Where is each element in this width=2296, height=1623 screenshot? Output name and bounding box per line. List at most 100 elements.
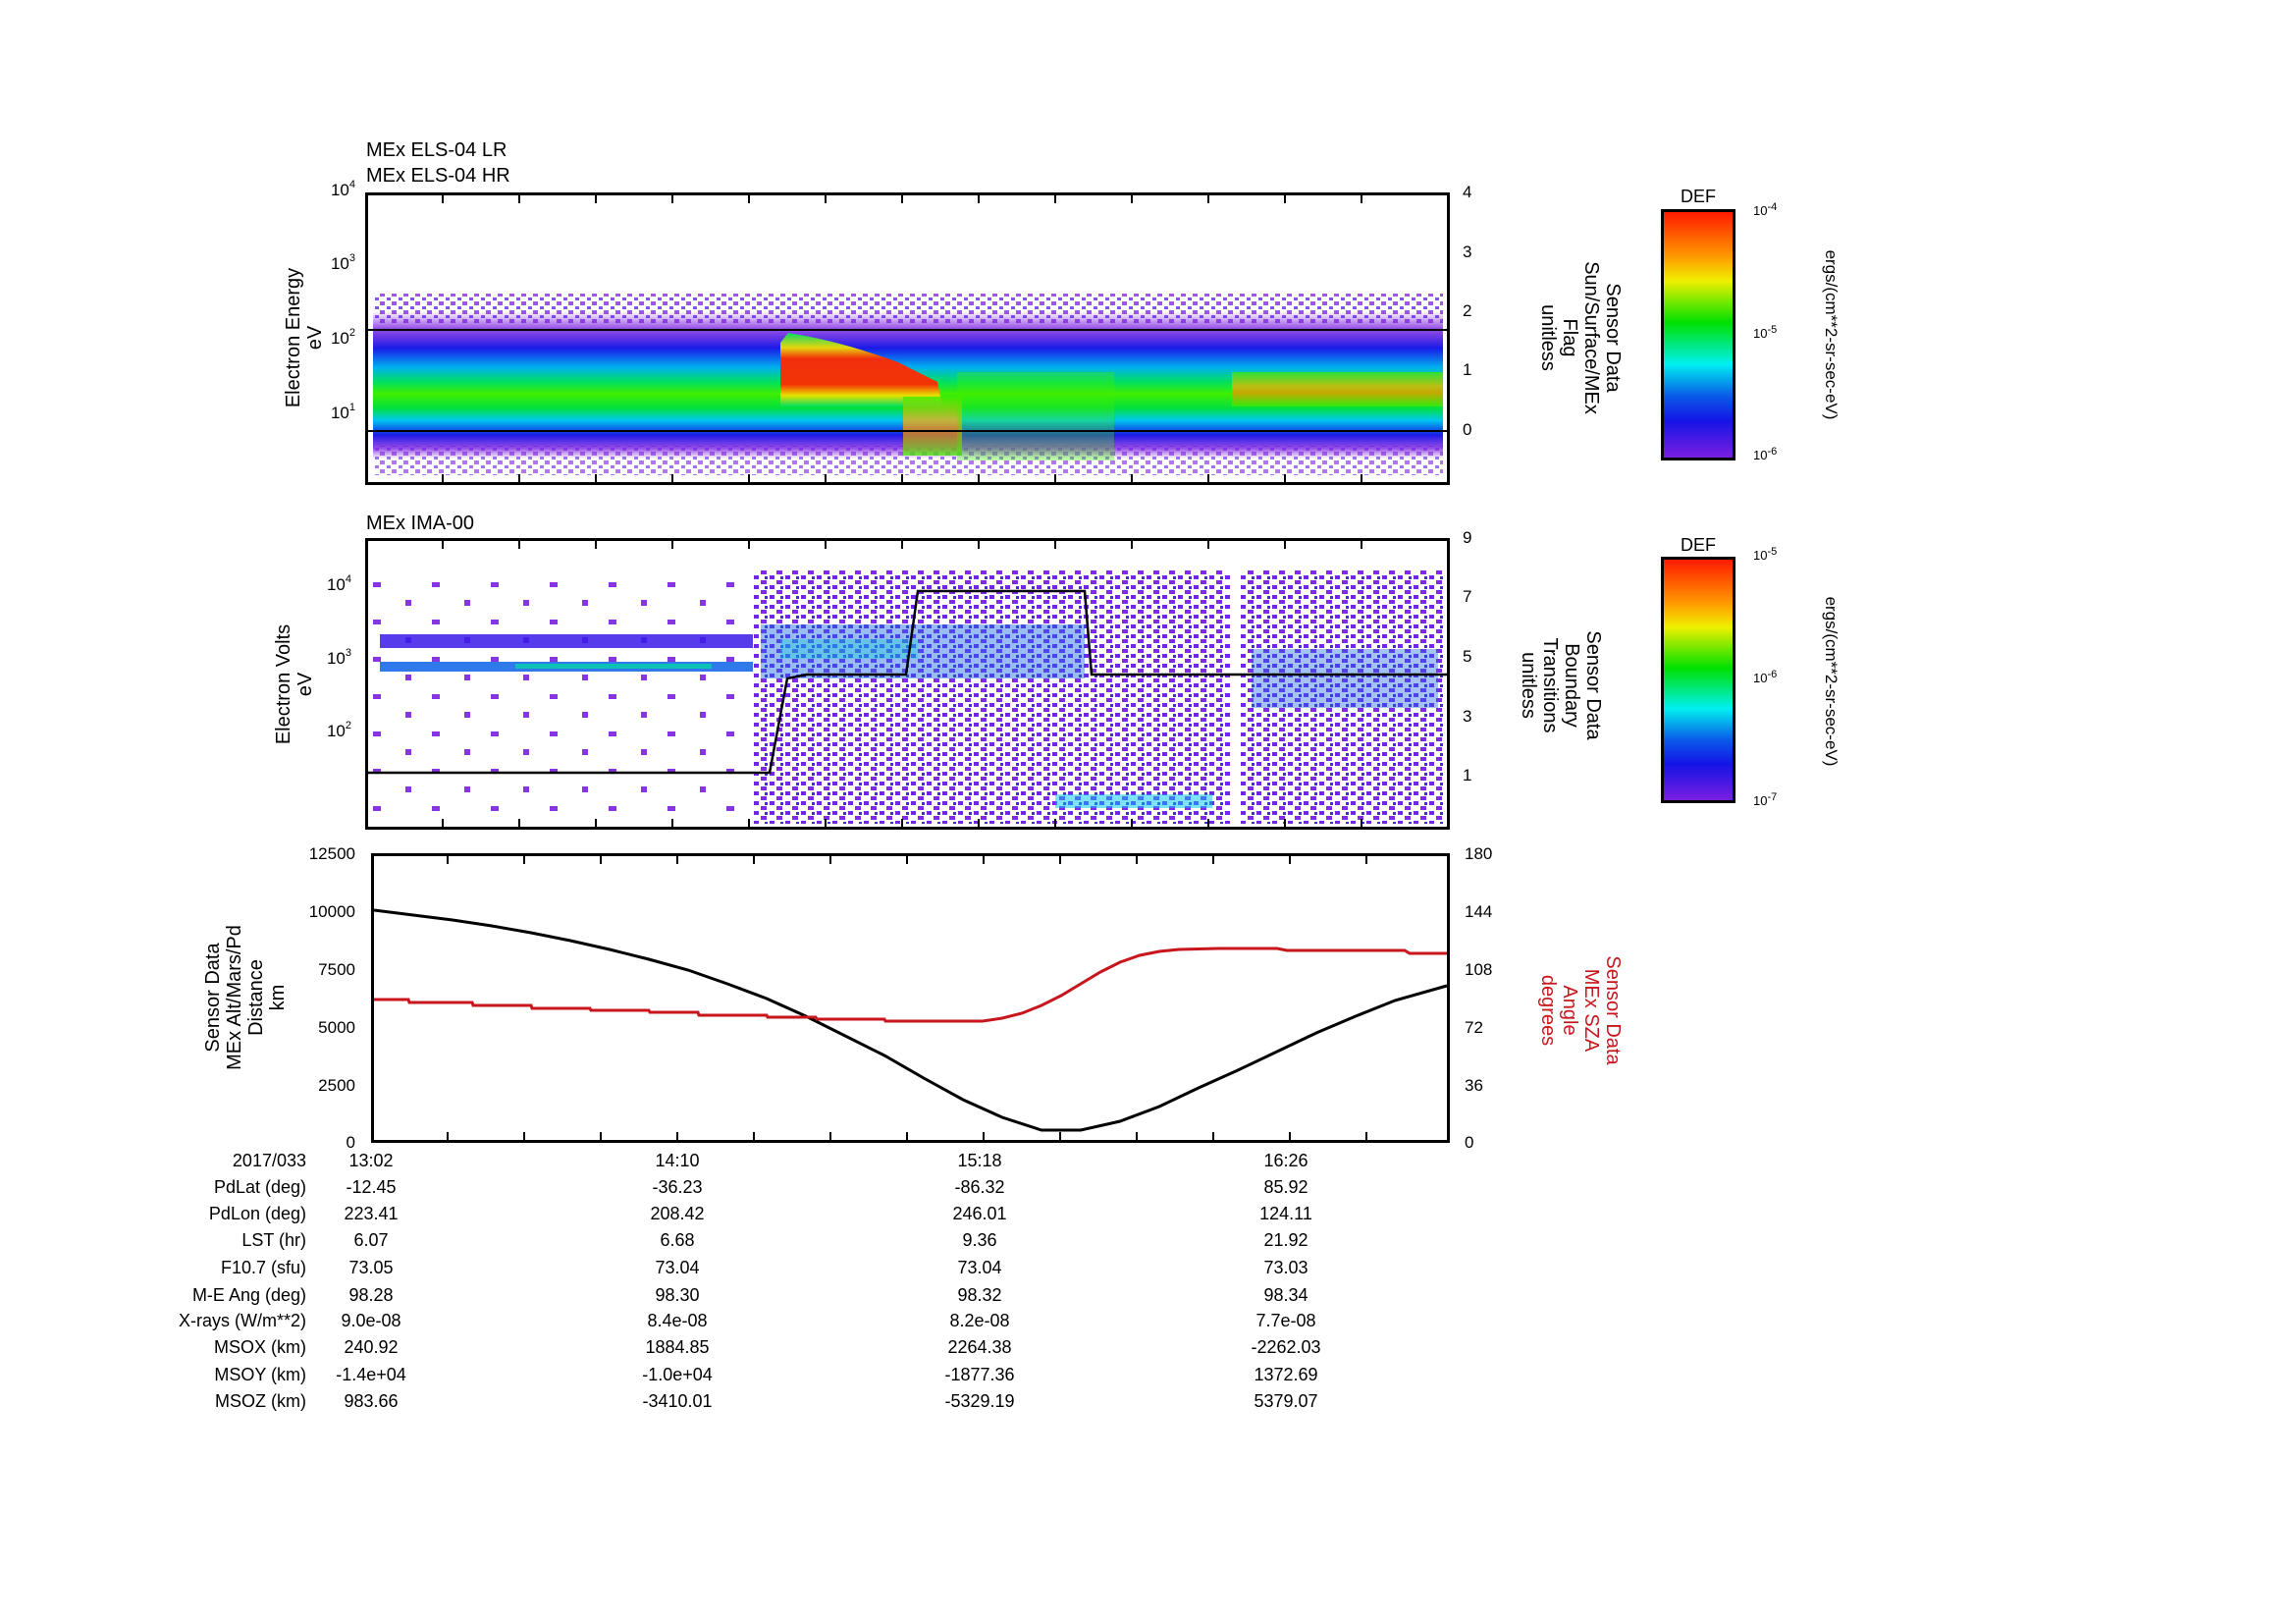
els-cbtick-top: 10-4 (1753, 201, 1778, 218)
me-ang-2: 98.32 (957, 1285, 1002, 1305)
els-title-hr: MEx ELS-04 HR (366, 165, 510, 187)
boundary-transitions-line (368, 589, 1447, 775)
row-label-pdlon: PdLon (deg) (208, 1204, 306, 1223)
msox-0: 240.92 (344, 1337, 399, 1357)
row-label-lst: LST (hr) (241, 1230, 306, 1250)
pdlon-1: 208.42 (650, 1204, 705, 1223)
date-label: 2017/033 (232, 1151, 306, 1170)
els-colorbar-title: DEF (1681, 187, 1716, 206)
els-y2tick-0: 0 (1463, 420, 1472, 439)
msoz-3: 5379.07 (1254, 1391, 1318, 1411)
row-label-xrays: X-rays (W/m**2) (179, 1311, 306, 1330)
orbit-ytick-12500: 12500 (308, 844, 355, 863)
msox-1: 1884.85 (645, 1337, 710, 1357)
ima-y2tick-1: 1 (1463, 766, 1472, 784)
ima-ytick-1e3: 103 (326, 647, 351, 668)
els-ytick-1e4: 104 (330, 179, 355, 199)
ima-y2tick-3: 3 (1463, 707, 1472, 726)
ima-y2-label: Sensor Data Boundary Transitions unitless (1518, 630, 1604, 740)
orbit-y2tick-0: 0 (1465, 1133, 1474, 1152)
orbit-y2tick-36: 36 (1465, 1076, 1483, 1095)
els-ytick-1e3: 103 (330, 252, 355, 273)
orbit-y2tick-72: 72 (1465, 1018, 1483, 1037)
msox-3: -2262.03 (1251, 1337, 1321, 1357)
orbit-ytick-5000: 5000 (318, 1018, 355, 1037)
els-y2tick-3: 3 (1463, 243, 1472, 261)
msoy-1: -1.0e+04 (642, 1365, 713, 1384)
f107-1: 73.04 (655, 1258, 700, 1277)
orbit-y2tick-144: 144 (1465, 902, 1493, 921)
els-heatmap (368, 195, 1447, 482)
time-tick-1: 14:10 (655, 1151, 700, 1170)
ima-ytick-1e4: 104 (326, 573, 351, 594)
xrays-2: 8.2e-08 (949, 1311, 1010, 1330)
msoy-3: 1372.69 (1254, 1365, 1318, 1384)
orbit-ytick-7500: 7500 (318, 960, 355, 979)
msoz-1: -3410.01 (642, 1391, 713, 1411)
pdlon-0: 223.41 (344, 1204, 399, 1223)
row-label-msoz: MSOZ (km) (215, 1391, 306, 1411)
altitude-line (373, 908, 1448, 1132)
els-title-lr: MEx ELS-04 LR (366, 139, 507, 161)
ima-y2tick-5: 5 (1463, 647, 1472, 666)
ima-cbtick-mid: 10-6 (1753, 669, 1778, 685)
els-y2tick-2: 2 (1463, 301, 1472, 320)
ima-y2tick-7: 7 (1463, 587, 1472, 606)
orbit-ytick-2500: 2500 (318, 1076, 355, 1095)
pdlat-2: -86.32 (954, 1177, 1005, 1197)
orbit-lines (373, 856, 1448, 1140)
pdlon-3: 124.11 (1259, 1204, 1312, 1223)
msoz-2: -5329.19 (944, 1391, 1015, 1411)
orbit-y2-label: Sensor Data MEx SZA Angle degrees (1537, 955, 1624, 1065)
els-cbtick-mid: 10-5 (1753, 324, 1778, 341)
time-tick-3: 16:26 (1263, 1151, 1308, 1170)
orbit-ytick-10000: 10000 (308, 902, 355, 921)
ima-colorbar-title: DEF (1681, 535, 1716, 555)
els-colorbar (1661, 209, 1735, 460)
orbit-y2tick-180: 180 (1465, 844, 1493, 863)
els-y2tick-1: 1 (1463, 360, 1472, 379)
orbit-line-plot (371, 853, 1450, 1143)
sza-line (374, 947, 1447, 1023)
xrays-0: 9.0e-08 (341, 1311, 401, 1330)
lst-1: 6.68 (660, 1230, 695, 1250)
f107-3: 73.03 (1263, 1258, 1308, 1277)
ima-colorbar (1661, 557, 1735, 803)
msoy-2: -1877.36 (944, 1365, 1015, 1384)
me-ang-1: 98.30 (655, 1285, 700, 1305)
row-label-f107: F10.7 (sfu) (220, 1258, 306, 1277)
row-label-msox: MSOX (km) (214, 1337, 306, 1357)
row-label-msoy: MSOY (km) (214, 1365, 306, 1384)
time-tick-0: 13:02 (348, 1151, 394, 1170)
me-ang-0: 98.28 (348, 1285, 394, 1305)
ima-heatmap (368, 541, 1447, 827)
lst-2: 9.36 (962, 1230, 997, 1250)
ima-cbtick-bot: 10-7 (1753, 791, 1778, 808)
orbit-y-label: Sensor Data MEx Alt/Mars/Pd Distance km (202, 925, 289, 1070)
ima-ytick-1e2: 102 (326, 720, 351, 740)
f107-0: 73.05 (348, 1258, 394, 1277)
msoy-0: -1.4e+04 (336, 1365, 406, 1384)
els-spectrogram (365, 192, 1450, 485)
f107-2: 73.04 (957, 1258, 1002, 1277)
msoz-0: 983.66 (344, 1391, 399, 1411)
els-cbtick-bot: 10-6 (1753, 446, 1778, 462)
ima-spectrogram (365, 538, 1450, 830)
row-label-pdlat: PdLat (deg) (213, 1177, 306, 1197)
msox-2: 2264.38 (947, 1337, 1012, 1357)
ima-title: MEx IMA-00 (366, 513, 475, 534)
me-ang-3: 98.34 (1263, 1285, 1308, 1305)
lst-3: 21.92 (1263, 1230, 1308, 1250)
els-ytick-1e2: 102 (330, 327, 355, 348)
orbit-ytick-0: 0 (346, 1133, 355, 1152)
lst-0: 6.07 (353, 1230, 389, 1250)
els-colorbar-units: ergs/(cm**2-sr-sec-eV) (1822, 249, 1841, 420)
time-tick-2: 15:18 (957, 1151, 1002, 1170)
els-ytick-1e1: 101 (330, 402, 355, 422)
els-y-label: Electron Energy eV (283, 267, 326, 408)
ima-cbtick-top: 10-5 (1753, 546, 1778, 563)
ima-colorbar-units: ergs/(cm**2-sr-sec-eV) (1822, 596, 1841, 767)
xrays-3: 7.7e-08 (1255, 1311, 1316, 1330)
pdlat-0: -12.45 (346, 1177, 397, 1197)
els-y2tick-4: 4 (1463, 183, 1472, 201)
